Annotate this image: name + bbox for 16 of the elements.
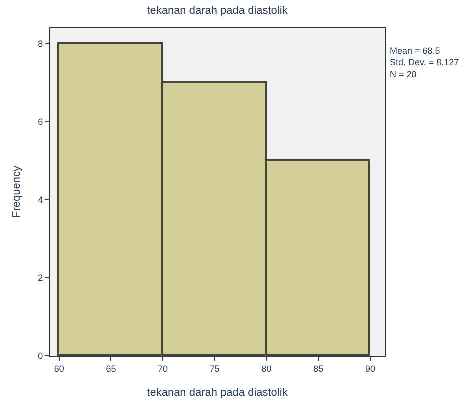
x-tick-label: 90	[365, 364, 376, 374]
y-tick-label: 2	[38, 273, 44, 284]
text: Mean = 68.5 Std. Dev. = 8.127 N = 20	[390, 46, 460, 80]
x-tick-label: 65	[106, 364, 116, 374]
y-tick-label: 0	[38, 351, 44, 362]
y-tick-label: 8	[38, 38, 44, 49]
y-axis-title: Frequency	[10, 166, 23, 218]
x-tick-label: 75	[210, 364, 220, 374]
x-tick-label: 85	[314, 364, 324, 374]
x-tick-label: 60	[54, 364, 64, 374]
x-tick-label: 80	[262, 364, 272, 374]
y-tick-label: 6	[38, 116, 44, 127]
chart-title: tekanan darah pada diastolik	[147, 4, 288, 17]
y-tick-label: 4	[38, 194, 44, 205]
x-axis-title: tekanan darah pada diastolik	[147, 387, 288, 399]
x-tick-label: 70	[158, 364, 168, 374]
